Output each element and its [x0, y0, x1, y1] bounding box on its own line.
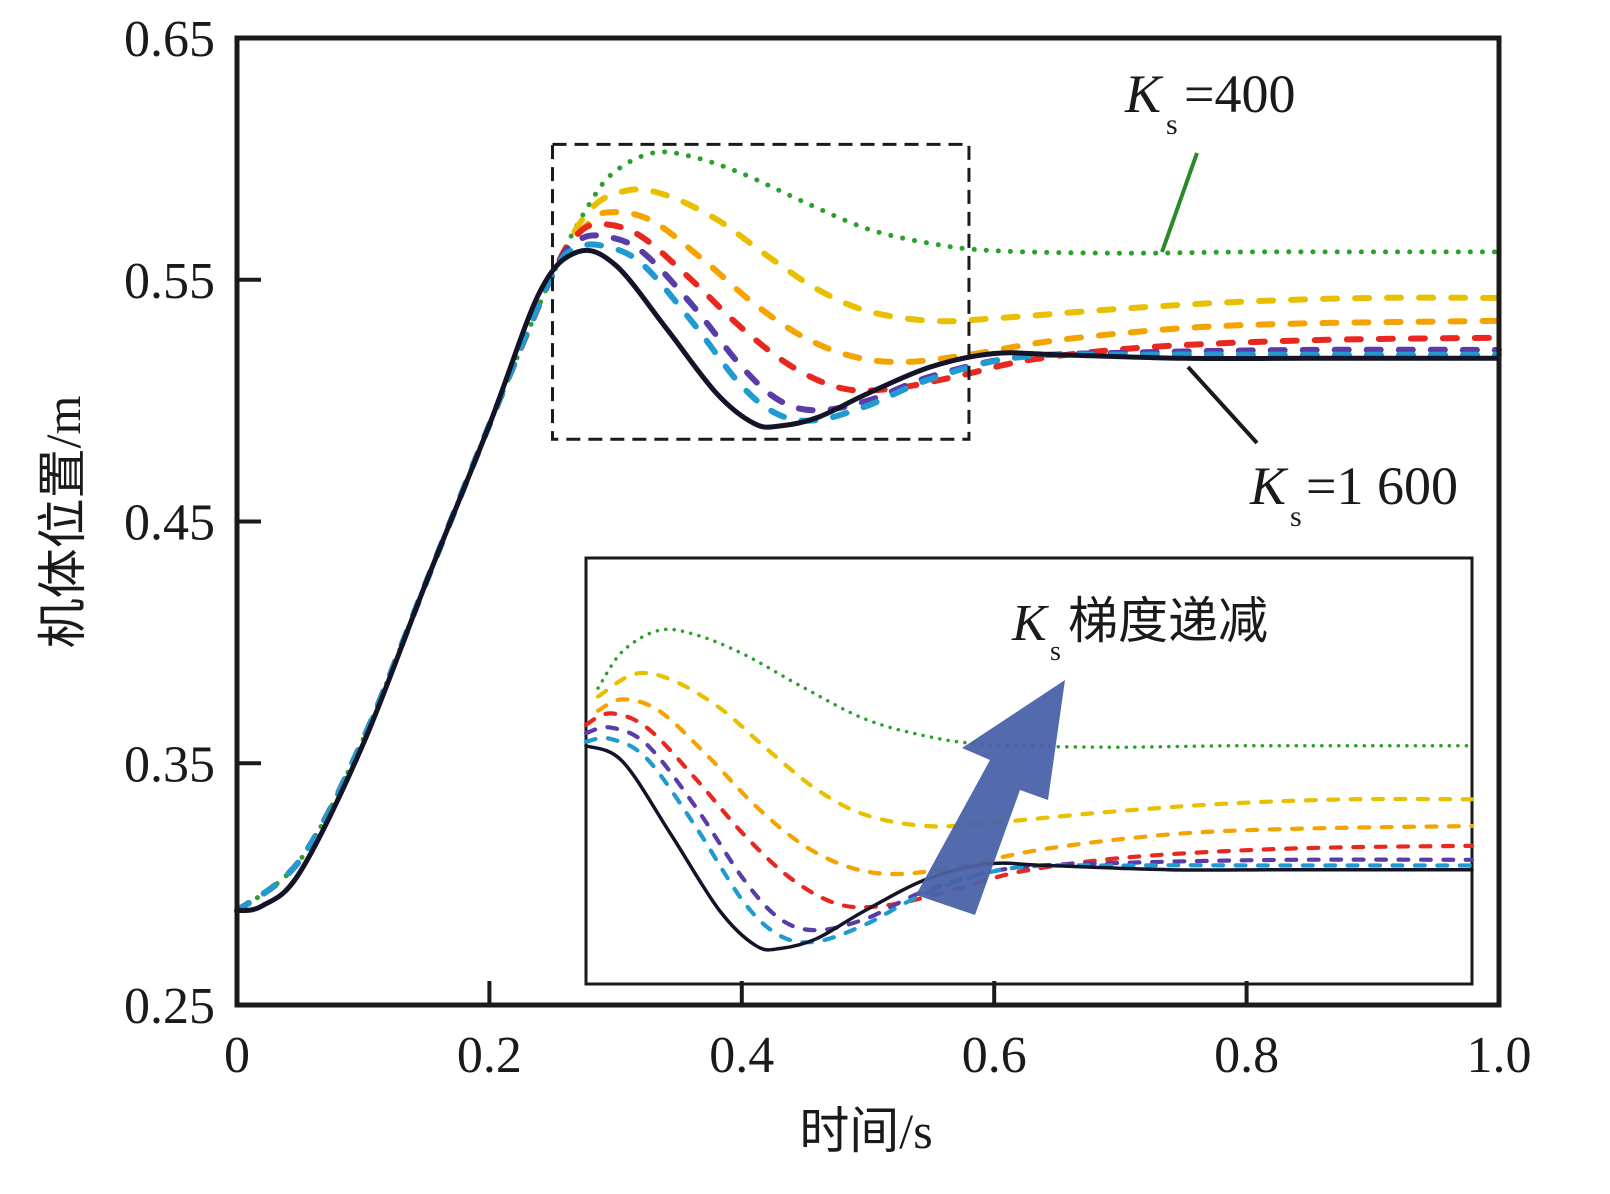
annot-ks1600-text: =1 600	[1306, 456, 1458, 516]
x-tick-label: 0.8	[1214, 1027, 1279, 1084]
leader-line-ks400	[1160, 152, 1199, 253]
inset-line-ks-800	[596, 697, 1475, 877]
annot-ks400-text: =400	[1184, 64, 1295, 124]
inset-line-ks-600	[596, 670, 1475, 829]
annot-ks1600-sub: s	[1290, 500, 1302, 533]
y-tick-label: 0.25	[124, 978, 215, 1035]
inset-annot-k: K	[1011, 595, 1049, 652]
inset-line-ks-1600	[584, 744, 1474, 952]
tick-labels: 0 0.2 0.4 0.6 0.8 1.0 0.25 0.35 0.45 0.55 0.65	[124, 11, 1532, 1084]
series-layer	[234, 149, 1502, 914]
y-tick-label: 0.35	[124, 736, 215, 793]
inset-line-ks-1400	[583, 735, 1475, 945]
zoom-box	[551, 142, 971, 441]
x-tick-label: 1.0	[1467, 1027, 1532, 1084]
y-tick-label: 0.65	[124, 11, 215, 68]
annot-ks1600-k: K	[1249, 456, 1289, 516]
leader-line-ks1600	[1186, 365, 1259, 445]
decrease-arrow	[916, 680, 1065, 915]
inset-panel: K s 梯度递减	[583, 556, 1475, 986]
series-line-ks-1600	[234, 247, 1502, 914]
y-tick-label: 0.45	[124, 495, 215, 552]
annot-ks400-k: K	[1124, 64, 1164, 124]
x-axis-title: 时间/s	[799, 1103, 932, 1159]
x-tick-label: 0.4	[709, 1027, 774, 1084]
inset-series-layer	[583, 627, 1475, 952]
x-tick-label: 0.2	[457, 1027, 522, 1084]
inset-line-ks-400	[596, 627, 1474, 749]
inset-annot-sub: s	[1050, 636, 1061, 667]
x-tick-label: 0.6	[962, 1027, 1027, 1084]
y-tick-label: 0.55	[124, 253, 215, 310]
annot-ks400-sub: s	[1166, 108, 1178, 141]
inset-line-ks-1200	[583, 725, 1475, 933]
ticks	[237, 277, 1249, 1005]
y-axis-title: 机体位置/m	[35, 396, 91, 649]
inset-annot-text: 梯度递减	[1068, 593, 1268, 649]
x-tick-label: 0	[224, 1027, 250, 1084]
